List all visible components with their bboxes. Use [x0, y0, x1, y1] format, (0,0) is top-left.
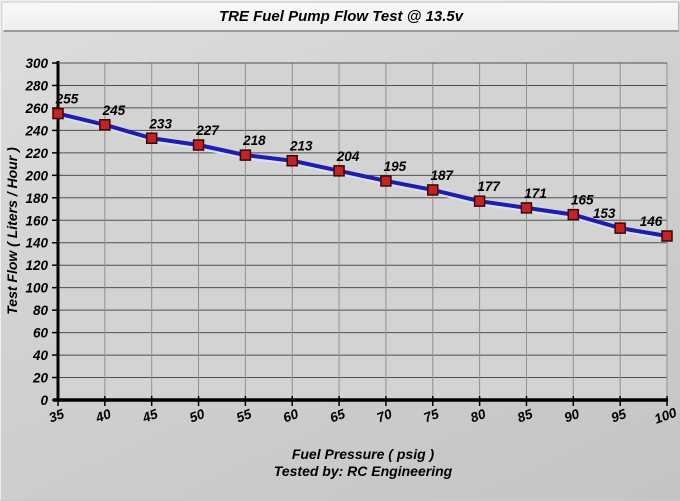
x-tick-label: 85: [515, 406, 535, 425]
x-tick-label: 50: [187, 406, 207, 425]
x-tick-label: 65: [328, 406, 348, 425]
data-point-marker: [192, 139, 205, 151]
data-point-marker: [286, 154, 298, 167]
x-tick-label: 75: [422, 406, 442, 425]
x-tick-label: 95: [609, 406, 629, 425]
x-tick-label: 70: [375, 406, 395, 425]
x-tick-label: 100: [652, 405, 679, 427]
plot-area: [58, 63, 667, 400]
y-tick-label: 160: [25, 213, 48, 228]
data-point-marker: [333, 165, 345, 177]
data-point-marker: [380, 175, 392, 187]
data-point-marker: [567, 208, 580, 221]
x-tick-label: 45: [140, 406, 161, 426]
y-tick-label: 280: [24, 78, 48, 93]
data-point-label: 165: [571, 193, 594, 208]
data-point-marker: [239, 149, 252, 161]
x-axis-title: Fuel Pressure ( psig ): [292, 446, 435, 462]
x-tick-label: 40: [93, 406, 114, 426]
data-point-label: 187: [431, 168, 455, 183]
data-point-marker: [473, 195, 486, 207]
data-point-marker: [52, 107, 64, 120]
chart-title: TRE Fuel Pump Flow Test @ 13.5v: [3, 3, 679, 32]
y-tick-label: 200: [24, 168, 48, 183]
data-point-marker: [661, 230, 673, 242]
data-point-markers: [52, 107, 673, 242]
tested-by-footnote: Tested by: RC Engineering: [274, 463, 453, 479]
data-point-label: 245: [102, 103, 126, 118]
y-tick-label: 260: [24, 101, 48, 116]
data-point-label: 218: [242, 133, 266, 148]
plot-background: [58, 63, 667, 400]
y-tick-label: 80: [33, 303, 49, 318]
data-point-label: 195: [384, 159, 407, 174]
x-tick-label: 80: [468, 406, 488, 425]
y-tick-label: 100: [25, 281, 48, 296]
y-tick-label: 0: [40, 393, 48, 408]
y-tick-label: 60: [33, 326, 49, 341]
data-point-marker: [427, 184, 439, 196]
y-tick-label: 300: [25, 56, 48, 71]
y-tick-label: 20: [32, 371, 49, 386]
series-line: [57, 111, 668, 238]
gridlines: [58, 62, 668, 400]
x-tick-label: 55: [234, 406, 254, 425]
y-tick-label: 220: [24, 146, 48, 161]
data-point-marker: [99, 119, 111, 131]
y-tick-label: 120: [25, 258, 48, 273]
data-point-label: 255: [55, 92, 79, 107]
data-point-marker: [614, 222, 626, 234]
data-point-label: 213: [289, 139, 313, 154]
y-tick-label: 40: [32, 348, 49, 363]
y-tick-label: 240: [24, 123, 48, 138]
data-point-label: 153: [593, 206, 616, 221]
data-point-label: 177: [477, 179, 501, 194]
data-point-label: 146: [640, 214, 663, 229]
data-point-marker: [145, 132, 158, 145]
data-point-label: 204: [336, 149, 360, 164]
tick-labels: 0 20 40 60 80 100 120 140 160 180 200 220 240 260 280 3…: [24, 56, 679, 427]
x-tick-label: 90: [562, 406, 582, 425]
data-point-label: 227: [195, 123, 220, 138]
x-tick-label: 60: [281, 406, 301, 425]
data-point-label: 171: [524, 186, 547, 201]
y-axis-title: Test Flow ( Liters / Hour ): [4, 147, 20, 315]
y-tick-label: 180: [25, 191, 48, 206]
data-point-marker: [520, 202, 533, 214]
x-tick-label: 35: [47, 406, 67, 425]
data-point-label: 233: [148, 116, 172, 131]
y-tick-label: 140: [25, 236, 48, 251]
